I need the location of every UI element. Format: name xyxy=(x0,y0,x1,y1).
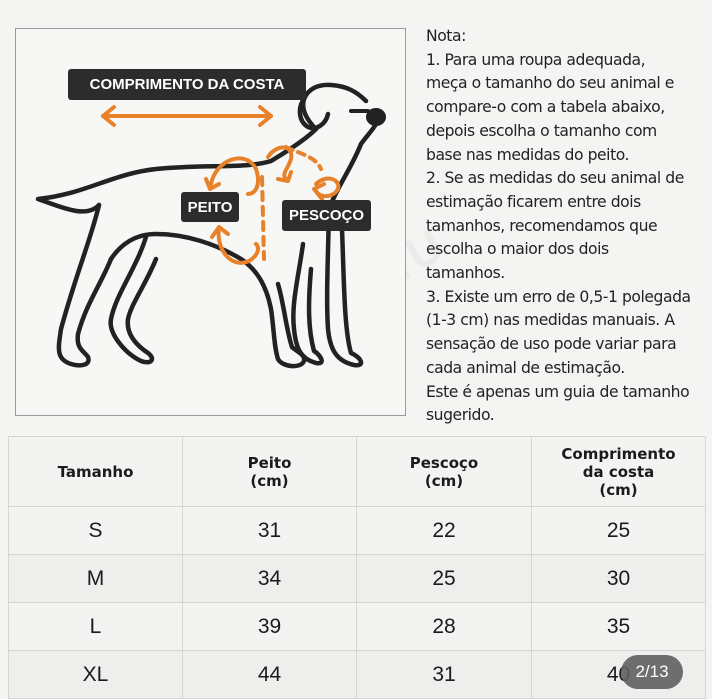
cell-neck: 25 xyxy=(356,554,532,603)
neck-label: PESCOÇO xyxy=(282,200,371,231)
header-back-length: Comprimento da costa (cm) xyxy=(531,436,706,507)
notes-line: (1-3 cm) nas medidas manuais. A xyxy=(426,311,675,330)
table-row: L 39 28 35 xyxy=(8,602,706,651)
notes-line: 1. Para uma roupa adequada, xyxy=(426,50,646,69)
size-notes: Nota: 1. Para uma roupa adequada, meça o… xyxy=(426,25,712,428)
cell-size: L xyxy=(8,602,183,651)
measurement-diagram: COMPRIMENTO DA COSTA PEITO PESCOÇO xyxy=(15,28,406,416)
cell-chest: 39 xyxy=(182,602,357,651)
notes-line: sugerido. xyxy=(426,406,495,425)
notes-line: Este é apenas um guia de tamanho xyxy=(426,382,690,401)
notes-line: 2. Se as medidas do seu animal de xyxy=(426,169,684,188)
table-row: M 34 25 30 xyxy=(8,554,706,603)
header-chest: Peito (cm) xyxy=(182,436,357,507)
table-row: XL 44 31 40 xyxy=(8,650,706,699)
notes-line: 3. Existe um erro de 0,5-1 polegada xyxy=(426,287,691,306)
cell-neck: 28 xyxy=(356,602,532,651)
notes-line: Nota: xyxy=(426,27,466,45)
notes-line: compare-o com a tabela abaixo, xyxy=(426,98,665,117)
notes-line: cada animal de estimação. xyxy=(426,358,625,377)
notes-line: meça o tamanho do seu animal e xyxy=(426,74,674,93)
table-row: S 31 22 25 xyxy=(8,506,706,555)
dog-outline-icon xyxy=(35,82,386,369)
cell-chest: 31 xyxy=(182,506,357,555)
notes-line: estimação ficarem entre dois xyxy=(426,192,641,211)
cell-neck: 31 xyxy=(356,650,532,699)
notes-line: sensação de uso pode variar para xyxy=(426,335,677,354)
cell-chest: 34 xyxy=(182,554,357,603)
table-header-row: Tamanho Peito (cm) Pescoço (cm) Comprime… xyxy=(8,436,706,507)
cell-size: M xyxy=(8,554,183,603)
notes-line: base nas medidas do peito. xyxy=(426,145,630,164)
cell-back-length: 25 xyxy=(531,506,706,555)
back-length-label: COMPRIMENTO DA COSTA xyxy=(68,69,306,100)
notes-line: depois escolha o tamanho com xyxy=(426,121,657,140)
cell-chest: 44 xyxy=(182,650,357,699)
image-page-indicator: 2/13 xyxy=(621,655,683,689)
cell-back-length: 35 xyxy=(531,602,706,651)
size-chart-table: Tamanho Peito (cm) Pescoço (cm) Comprime… xyxy=(8,436,706,699)
cell-size: S xyxy=(8,506,183,555)
chest-label: PEITO xyxy=(181,192,239,222)
header-size: Tamanho xyxy=(8,436,183,507)
cell-back-length: 30 xyxy=(531,554,706,603)
header-neck: Pescoço (cm) xyxy=(356,436,532,507)
notes-line: tamanhos. xyxy=(426,264,505,283)
cell-size: XL xyxy=(8,650,183,699)
notes-line: tamanhos, recomendamos que xyxy=(426,216,658,235)
cell-neck: 22 xyxy=(356,506,532,555)
notes-line: escolha o maior dos dois xyxy=(426,240,609,259)
